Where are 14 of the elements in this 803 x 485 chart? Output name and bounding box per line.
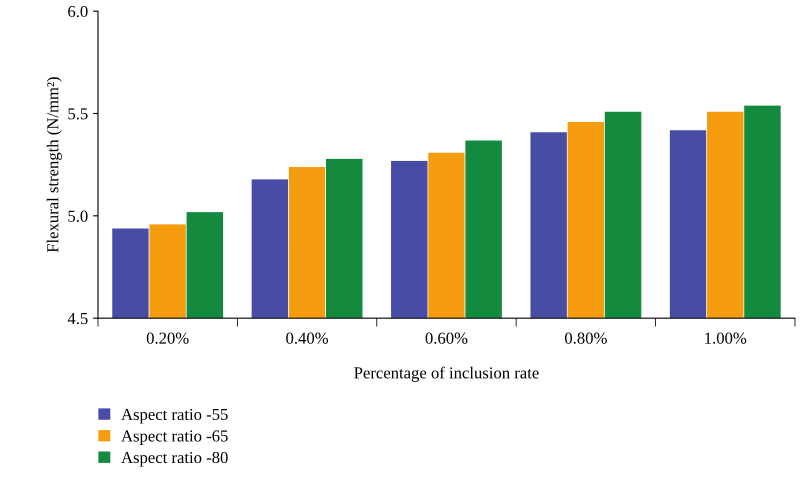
legend-label: Aspect ratio -80	[121, 452, 228, 467]
x-tick-label: 0.20%	[146, 332, 189, 344]
legend-label: Aspect ratio -65	[121, 430, 228, 445]
y-tick-label: 6.0	[68, 6, 88, 18]
x-tick-label: 0.80%	[564, 332, 607, 344]
y-tick-label: 5.5	[68, 108, 88, 120]
x-tick-label: 0.60%	[426, 332, 468, 344]
y-tick-label: 5.0	[68, 210, 88, 222]
legend-label: Aspect ratio -55	[121, 408, 228, 424]
y-axis-title: Flexural strength (N/mm²)	[46, 77, 62, 252]
y-tick-label: 4.5	[68, 312, 88, 324]
x-tick-label: 0.40%	[286, 332, 328, 344]
x-axis-title: Percentage of inclusion rate	[354, 366, 539, 382]
x-tick-label: 1.00%	[705, 332, 746, 344]
